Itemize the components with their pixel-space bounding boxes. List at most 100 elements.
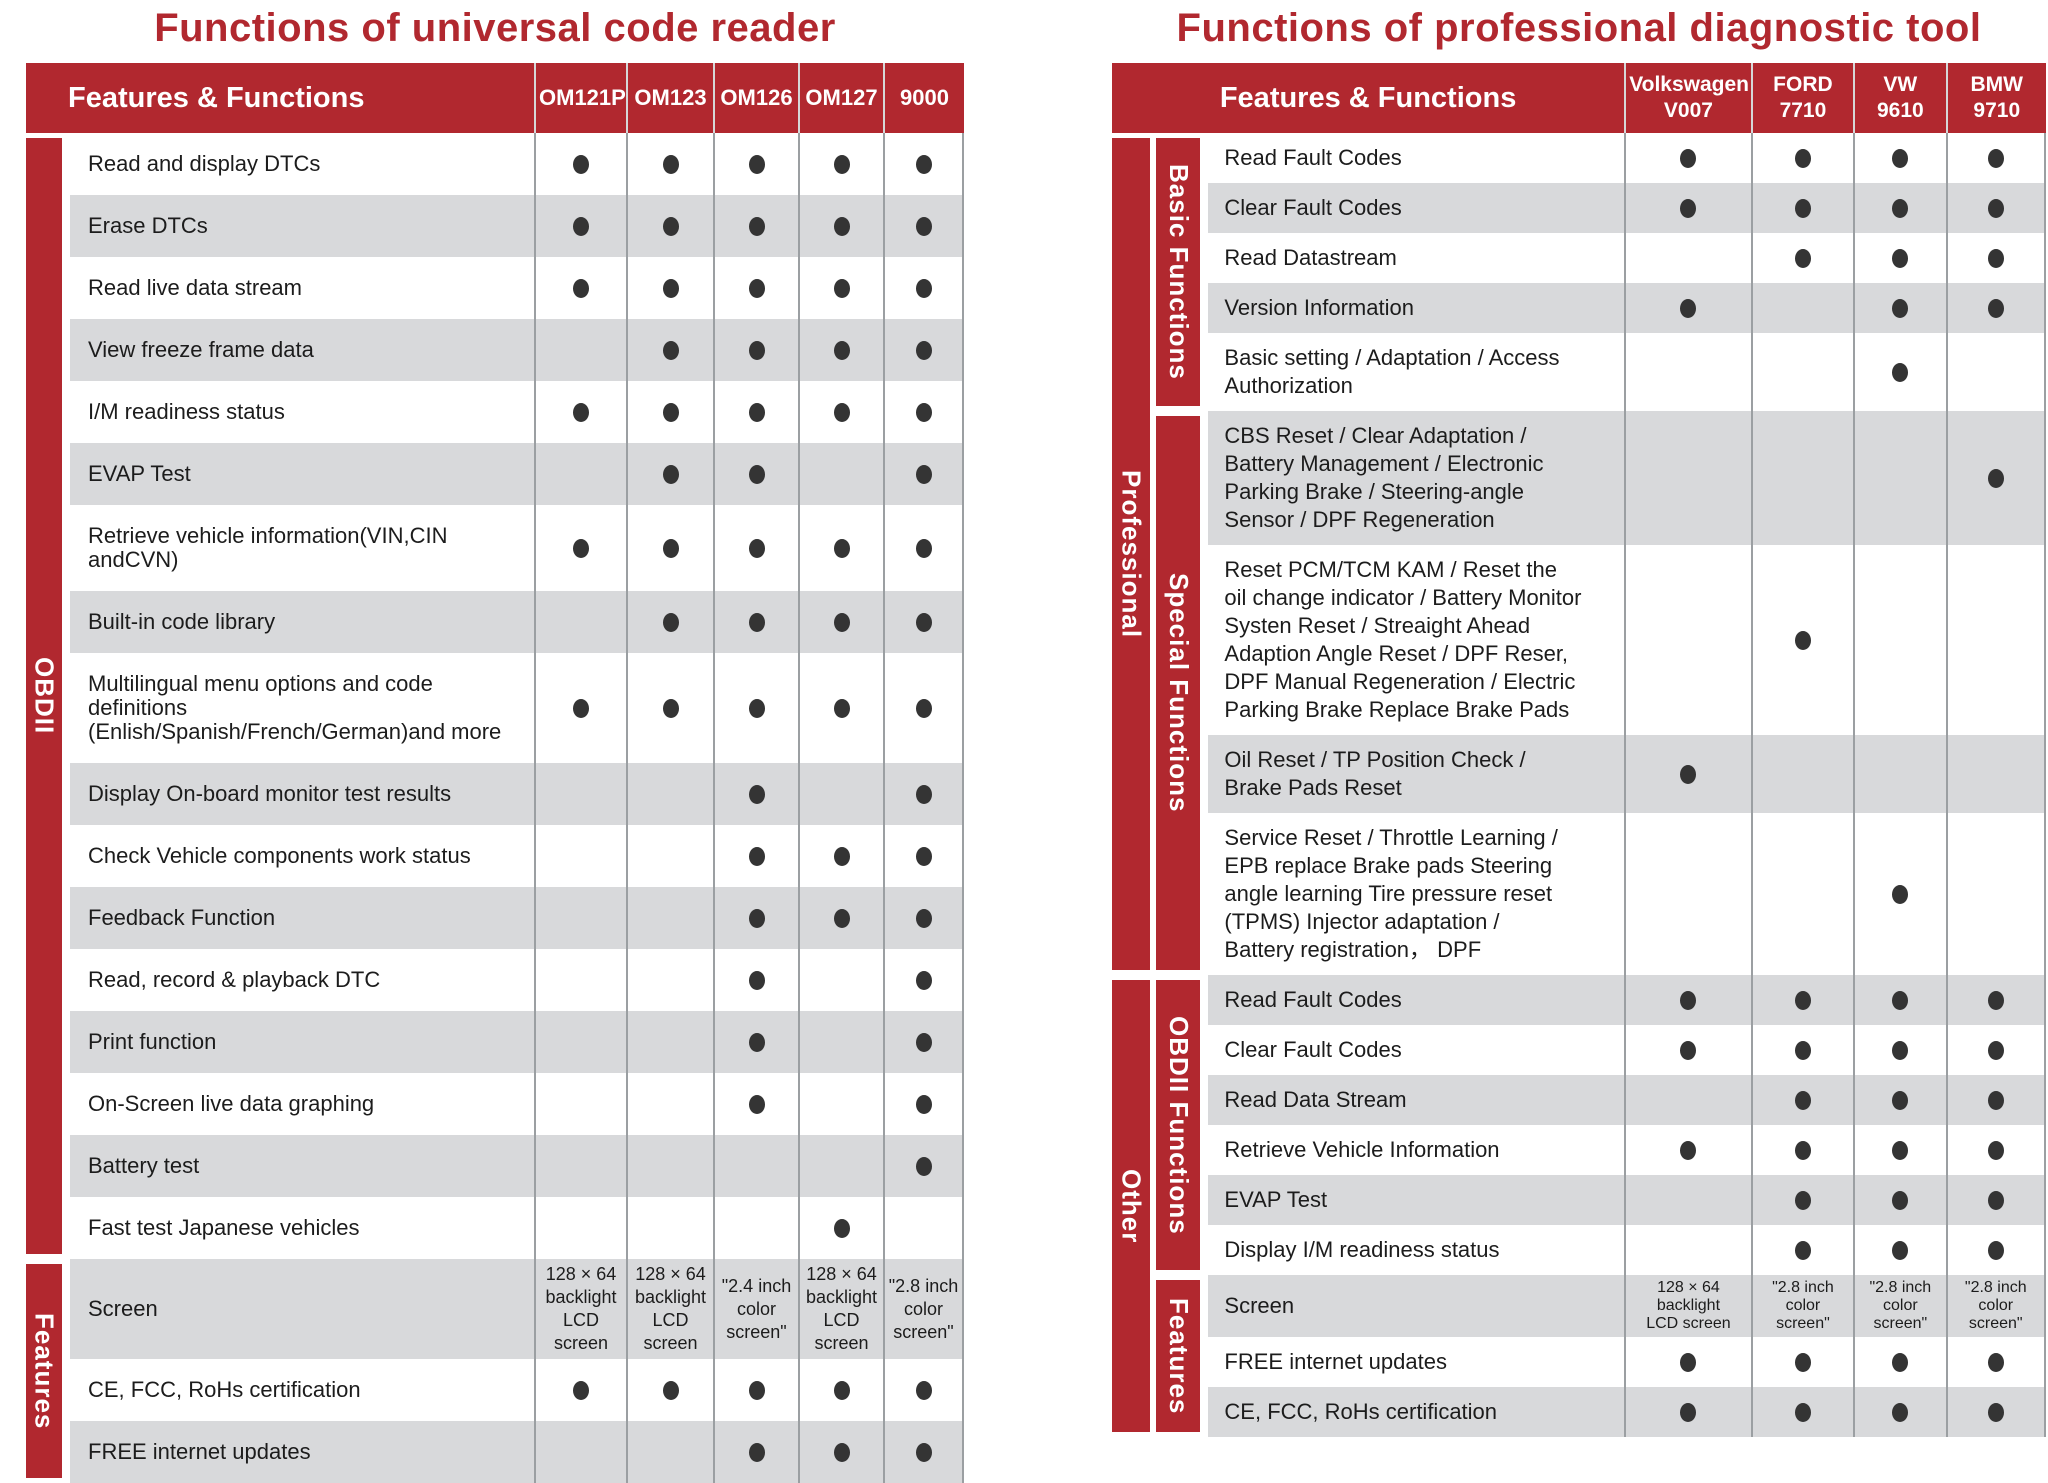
feature-name-cell: Screen [70, 1259, 534, 1359]
filled-dot-icon [662, 402, 679, 422]
filled-dot-icon [1680, 148, 1697, 168]
value-cell [713, 653, 798, 763]
value-cell [626, 133, 713, 195]
filled-dot-icon [833, 1380, 850, 1400]
value-cell [534, 825, 626, 887]
filled-dot-icon [1987, 468, 2004, 488]
column-header: Volkswagen V007 [1624, 63, 1751, 133]
value-cell [1945, 1025, 2046, 1075]
value-cell [713, 887, 798, 949]
filled-dot-icon [748, 970, 765, 990]
filled-dot-icon [748, 464, 765, 484]
filled-dot-icon [662, 698, 679, 718]
table-row: Read Datastream [1112, 233, 2046, 283]
group-label: Special Functions [1156, 411, 1209, 975]
value-cell [713, 1011, 798, 1073]
feature-name-cell: FREE internet updates [1224, 1349, 1447, 1374]
filled-dot-icon [748, 1442, 765, 1462]
table-row: Features Screen 128 × 64 backlight LCD scr… [26, 1259, 964, 1483]
feature-name-cell: Battery test [70, 1135, 534, 1197]
filled-dot-icon [1794, 1402, 1811, 1422]
filled-dot-icon [1892, 1090, 1909, 1110]
value-cell [713, 257, 798, 319]
value-cell [534, 591, 626, 653]
value-cell [1853, 283, 1946, 333]
value-cell [713, 1197, 798, 1259]
value-cell [1945, 411, 2046, 545]
value-cell [534, 1073, 626, 1135]
table-row: Display On-board monitor test results [26, 763, 964, 825]
feature-name-cell: Version Information [1208, 283, 1625, 333]
value-cell [798, 653, 883, 763]
value-cell [626, 505, 713, 591]
value-cell: "2.8 inch color screen" [1945, 1275, 2046, 1337]
value-cell [1750, 975, 1854, 1025]
filled-dot-icon [915, 846, 932, 866]
value-cell [1624, 1387, 1751, 1437]
value-cell [883, 505, 964, 591]
filled-dot-icon [1680, 298, 1697, 318]
value-cell [798, 257, 883, 319]
feature-name-cell: Fast test Japanese vehicles [88, 1215, 360, 1240]
value-cell [798, 1073, 883, 1135]
filled-dot-icon [1987, 990, 2004, 1010]
value-cell [798, 763, 883, 825]
value-cell [798, 443, 883, 505]
filled-dot-icon [915, 154, 932, 174]
group-label-text: Other [1116, 1168, 1147, 1244]
filled-dot-icon [1794, 1240, 1811, 1260]
value-cell [534, 1135, 626, 1197]
value-cell [1624, 411, 1751, 545]
filled-dot-icon [1892, 1140, 1909, 1160]
value-cell [798, 1421, 883, 1483]
table-row: Multilingual menu options and code defin… [26, 653, 964, 763]
feature-name-cell: Multilingual menu options and code defin… [88, 671, 502, 744]
filled-dot-icon [833, 402, 850, 422]
value-cell [883, 1421, 964, 1483]
value-cell [1945, 1225, 2046, 1275]
table-row: View freeze frame data [26, 319, 964, 381]
filled-dot-icon [1794, 248, 1811, 268]
filled-dot-icon [573, 278, 589, 298]
filled-dot-icon [573, 698, 589, 718]
feature-name-cell: EVAP Test [1208, 1175, 1625, 1225]
value-cell [626, 1011, 713, 1073]
feature-name-cell: Display On-board monitor test results [70, 763, 534, 825]
value-cell [883, 443, 964, 505]
filled-dot-icon [748, 612, 765, 632]
value-cell [1853, 1175, 1946, 1225]
features-functions-header: Features & Functions [26, 63, 534, 133]
value-cell [534, 505, 626, 591]
value-cell [798, 949, 883, 1011]
value-cell [626, 825, 713, 887]
filled-dot-icon [662, 538, 679, 558]
value-cell [798, 319, 883, 381]
filled-dot-icon [1680, 990, 1697, 1010]
filled-dot-icon [833, 1442, 850, 1462]
filled-dot-icon [915, 698, 932, 718]
value-cell [798, 1135, 883, 1197]
feature-name-cell: Feedback Function [70, 887, 534, 949]
filled-dot-icon [1892, 248, 1909, 268]
value-cell [534, 887, 626, 949]
table-row: Fast test Japanese vehicles [26, 1197, 964, 1259]
table-body: Professional Basic Functions Read Fault Co… [1112, 133, 2046, 1437]
table-row: Clear Fault Codes [1112, 183, 2046, 233]
filled-dot-icon [1987, 1090, 2004, 1110]
value-cell [798, 591, 883, 653]
filled-dot-icon [748, 698, 765, 718]
value-cell [1750, 545, 1853, 735]
table-row: I/M readiness status [26, 381, 964, 443]
column-header: OM126 [713, 63, 798, 133]
value-cell [626, 1197, 713, 1259]
feature-name-cell: Retrieve Vehicle Information [1224, 1137, 1500, 1162]
feature-name-cell: EVAP Test [70, 443, 534, 505]
value-cell [798, 1197, 883, 1259]
value-cell [1750, 183, 1854, 233]
value-cell [534, 949, 626, 1011]
group-label-text: OBDII Functions [1163, 1015, 1194, 1235]
value-cell [1853, 1337, 1945, 1387]
value-cell [1853, 545, 1945, 735]
filled-dot-icon [1987, 248, 2004, 268]
filled-dot-icon [915, 970, 932, 990]
